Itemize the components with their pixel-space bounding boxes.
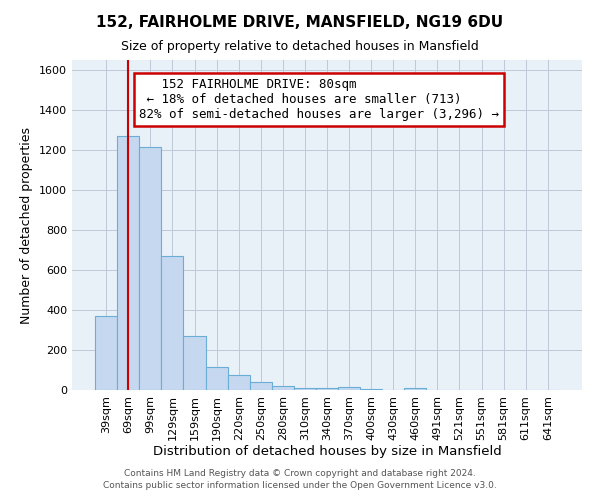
X-axis label: Distribution of detached houses by size in Mansfield: Distribution of detached houses by size … — [152, 446, 502, 458]
Y-axis label: Number of detached properties: Number of detached properties — [20, 126, 34, 324]
Bar — [184, 336, 206, 390]
Bar — [139, 147, 161, 390]
Bar — [338, 387, 360, 390]
Bar — [161, 256, 184, 390]
Bar — [404, 388, 427, 390]
Text: 152, FAIRHOLME DRIVE, MANSFIELD, NG19 6DU: 152, FAIRHOLME DRIVE, MANSFIELD, NG19 6D… — [97, 15, 503, 30]
Bar — [117, 136, 139, 390]
Text: Contains HM Land Registry data © Crown copyright and database right 2024.: Contains HM Land Registry data © Crown c… — [124, 468, 476, 477]
Bar — [294, 388, 316, 390]
Bar — [227, 375, 250, 390]
Text: 152 FAIRHOLME DRIVE: 80sqm
 ← 18% of detached houses are smaller (713)
82% of se: 152 FAIRHOLME DRIVE: 80sqm ← 18% of deta… — [139, 78, 499, 121]
Bar — [206, 367, 227, 390]
Bar — [95, 316, 117, 390]
Bar — [250, 382, 272, 390]
Text: Contains public sector information licensed under the Open Government Licence v3: Contains public sector information licen… — [103, 481, 497, 490]
Bar — [316, 388, 338, 390]
Text: Size of property relative to detached houses in Mansfield: Size of property relative to detached ho… — [121, 40, 479, 53]
Bar — [272, 386, 294, 390]
